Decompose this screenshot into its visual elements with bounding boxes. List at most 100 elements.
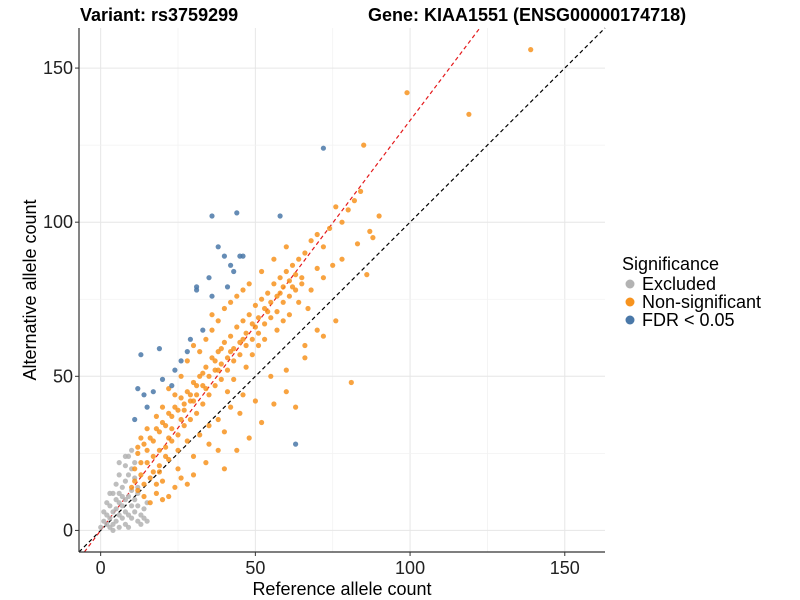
point-non-significant bbox=[240, 392, 246, 398]
point-non-significant bbox=[293, 404, 299, 410]
point-non-significant bbox=[166, 435, 172, 441]
point-non-significant bbox=[159, 478, 166, 484]
point-non-significant bbox=[354, 241, 361, 247]
point-non-significant bbox=[327, 225, 333, 231]
point-non-significant bbox=[178, 416, 184, 423]
point-non-significant bbox=[203, 336, 209, 342]
point-fdr-0-05 bbox=[240, 253, 246, 259]
point-non-significant bbox=[234, 293, 240, 299]
point-non-significant bbox=[212, 367, 218, 373]
point-excluded bbox=[125, 493, 132, 500]
point-fdr-0-05 bbox=[178, 358, 184, 364]
point-non-significant bbox=[138, 460, 144, 466]
point-non-significant bbox=[221, 305, 227, 312]
point-non-significant bbox=[339, 256, 345, 262]
point-non-significant bbox=[370, 235, 376, 241]
point-non-significant bbox=[265, 290, 271, 296]
point-non-significant bbox=[206, 373, 212, 379]
point-non-significant bbox=[163, 444, 169, 450]
point-non-significant bbox=[358, 188, 364, 194]
point-non-significant bbox=[231, 346, 237, 352]
point-excluded bbox=[144, 518, 150, 524]
point-non-significant bbox=[274, 309, 280, 315]
point-non-significant bbox=[184, 438, 190, 444]
reference-line-fit bbox=[83, 27, 481, 553]
axes bbox=[78, 28, 605, 553]
y-tick-label: 0 bbox=[63, 520, 73, 540]
point-non-significant bbox=[190, 342, 197, 349]
point-non-significant bbox=[181, 401, 187, 407]
y-tick-label: 150 bbox=[43, 58, 73, 78]
point-non-significant bbox=[249, 352, 255, 358]
point-non-significant bbox=[246, 312, 252, 318]
point-non-significant bbox=[212, 358, 218, 364]
point-non-significant bbox=[361, 142, 367, 148]
point-non-significant bbox=[181, 423, 187, 429]
x-tick-label: 150 bbox=[550, 558, 580, 578]
point-fdr-0-05 bbox=[209, 213, 215, 219]
point-fdr-0-05 bbox=[132, 416, 138, 423]
point-non-significant bbox=[255, 330, 262, 336]
point-non-significant bbox=[404, 90, 410, 96]
point-fdr-0-05 bbox=[320, 145, 326, 151]
point-non-significant bbox=[293, 272, 299, 278]
point-fdr-0-05 bbox=[228, 262, 234, 268]
point-non-significant bbox=[144, 460, 150, 466]
point-non-significant bbox=[194, 410, 200, 416]
point-excluded bbox=[98, 524, 104, 530]
point-fdr-0-05 bbox=[206, 275, 212, 281]
point-non-significant bbox=[156, 469, 162, 475]
point-excluded bbox=[107, 490, 113, 496]
point-non-significant bbox=[283, 244, 289, 250]
point-excluded bbox=[119, 515, 125, 521]
point-non-significant bbox=[132, 478, 138, 484]
point-non-significant bbox=[194, 392, 200, 398]
point-non-significant bbox=[150, 469, 156, 475]
point-non-significant bbox=[206, 441, 212, 447]
point-fdr-0-05 bbox=[135, 386, 141, 392]
point-fdr-0-05 bbox=[224, 284, 231, 290]
point-non-significant bbox=[283, 389, 289, 395]
point-non-significant bbox=[262, 321, 268, 327]
point-non-significant bbox=[314, 265, 320, 271]
point-non-significant bbox=[339, 219, 345, 225]
point-non-significant bbox=[215, 318, 221, 324]
point-non-significant bbox=[271, 256, 277, 262]
point-excluded bbox=[125, 524, 132, 530]
point-non-significant bbox=[252, 302, 258, 308]
point-non-significant bbox=[274, 327, 280, 333]
point-non-significant bbox=[333, 318, 339, 324]
point-non-significant bbox=[330, 262, 336, 268]
point-non-significant bbox=[203, 460, 209, 466]
legend-key-non-significant bbox=[625, 297, 635, 307]
point-non-significant bbox=[175, 432, 181, 438]
point-non-significant bbox=[305, 305, 311, 312]
y-axis-label: Alternative allele count bbox=[20, 199, 40, 380]
point-non-significant bbox=[224, 389, 231, 395]
point-non-significant bbox=[364, 272, 370, 278]
legend: Significance ExcludedNon-significantFDR … bbox=[622, 254, 761, 330]
point-non-significant bbox=[200, 370, 206, 376]
point-non-significant bbox=[302, 355, 308, 361]
point-non-significant bbox=[166, 493, 172, 500]
point-non-significant bbox=[221, 429, 227, 435]
point-non-significant bbox=[320, 275, 326, 281]
point-non-significant bbox=[144, 447, 150, 453]
point-non-significant bbox=[268, 315, 274, 321]
legend-key-fdr-0-05 bbox=[625, 315, 635, 325]
point-non-significant bbox=[246, 435, 252, 441]
point-fdr-0-05 bbox=[277, 213, 283, 219]
point-non-significant bbox=[166, 456, 172, 463]
y-tick-label: 100 bbox=[43, 212, 73, 232]
point-non-significant bbox=[184, 358, 190, 364]
point-non-significant bbox=[259, 419, 265, 426]
point-excluded bbox=[129, 503, 135, 509]
point-non-significant bbox=[159, 404, 166, 410]
point-non-significant bbox=[252, 398, 258, 404]
point-non-significant bbox=[190, 472, 197, 478]
point-fdr-0-05 bbox=[293, 441, 299, 447]
point-non-significant bbox=[274, 293, 280, 299]
point-non-significant bbox=[215, 416, 221, 423]
point-non-significant bbox=[280, 318, 286, 324]
